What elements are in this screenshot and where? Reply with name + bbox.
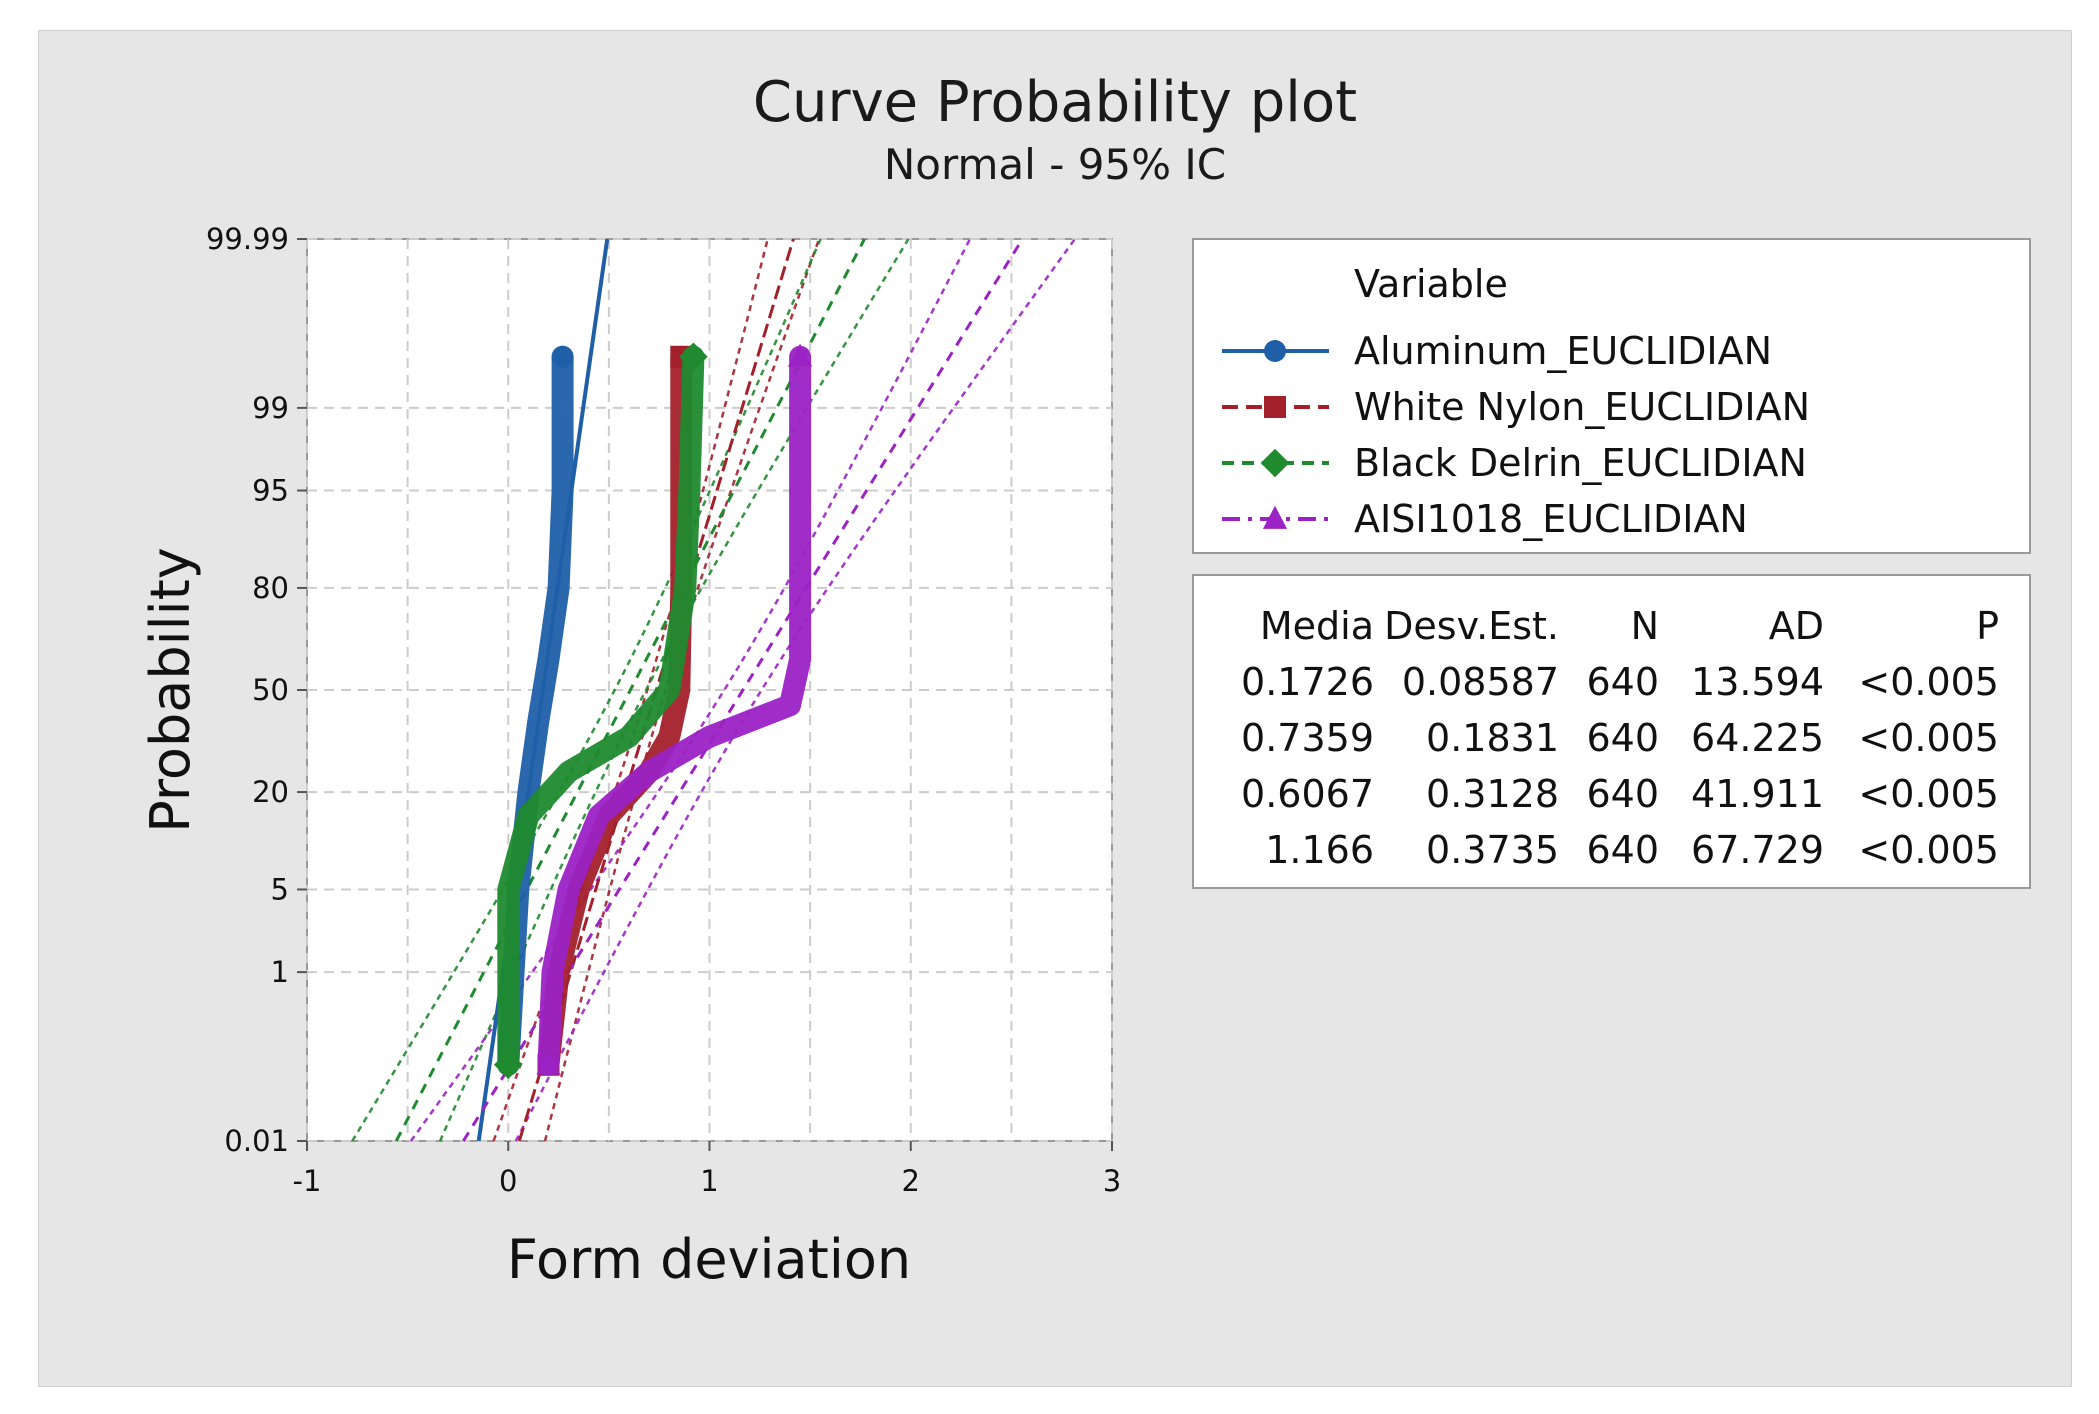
legend-marker-3 xyxy=(1262,505,1288,529)
table-header-3: AD xyxy=(1769,604,1824,648)
y-tick-label: 5 xyxy=(271,872,289,906)
point-marker-3 xyxy=(787,343,813,367)
ci-band-3 xyxy=(409,238,972,1142)
points-layer xyxy=(493,342,813,1080)
chart-svg: Curve Probability plot Normal - 95% IC -… xyxy=(139,70,2031,1291)
legend-label-3: AISI1018_EUCLIDIAN xyxy=(1354,497,1748,541)
x-tick-label: 1 xyxy=(700,1164,718,1198)
ci-band-2 xyxy=(351,238,822,1142)
legend-label-1: White Nylon_EUCLIDIAN xyxy=(1354,385,1810,429)
table-cell: 64.225 xyxy=(1691,716,1824,760)
x-tick-label: -1 xyxy=(293,1164,322,1198)
point-marker-3 xyxy=(536,1051,561,1075)
y-tick-label: 80 xyxy=(252,571,289,605)
table-cell: <0.005 xyxy=(1858,660,1999,704)
table-cell: 640 xyxy=(1586,828,1659,872)
table-cell: 640 xyxy=(1586,716,1659,760)
ci-band-3 xyxy=(514,238,1076,1142)
y-tick-label: 99.99 xyxy=(206,222,289,256)
x-tick-label: 3 xyxy=(1103,1164,1121,1198)
table-cell: 0.1726 xyxy=(1241,660,1374,704)
stats-table-box xyxy=(1192,574,2031,889)
x-axis-title: Form deviation xyxy=(507,1228,911,1291)
table-cell: 0.08587 xyxy=(1402,660,1559,704)
table-cell: 0.7359 xyxy=(1241,716,1374,760)
legend-marker-1 xyxy=(1264,396,1286,418)
table-cell: 41.911 xyxy=(1691,772,1824,816)
stats-table: Media Desv.Est. N AD P 0.1726 0.08587 640 13.594… xyxy=(1241,604,1999,872)
y-tick-label: 99 xyxy=(252,391,289,425)
chart-frame: Curve Probability plot Normal - 95% IC -… xyxy=(38,30,2072,1387)
table-cell: 13.594 xyxy=(1691,660,1824,704)
table-header-1: Desv.Est. xyxy=(1384,604,1559,648)
y-tick-label: 20 xyxy=(252,775,289,809)
table-cell: <0.005 xyxy=(1858,772,1999,816)
fit-line-2 xyxy=(394,238,866,1142)
table-header-4: P xyxy=(1976,604,1999,648)
table-header-0: Media xyxy=(1260,604,1374,648)
table-cell: 67.729 xyxy=(1691,828,1824,872)
table-cell: <0.005 xyxy=(1858,828,1999,872)
y-axis-title: Probability xyxy=(139,547,202,832)
table-cell: 640 xyxy=(1586,772,1659,816)
point-marker-2 xyxy=(679,342,708,372)
chart-title: Curve Probability plot xyxy=(753,70,1357,135)
x-tick-label: 2 xyxy=(902,1164,920,1198)
legend-entries: Aluminum_EUCLIDIAN White Nylon_EUCLIDIAN B… xyxy=(1222,329,1810,541)
y-tick-label: 50 xyxy=(252,673,289,707)
table-cell: 0.1831 xyxy=(1426,716,1559,760)
table-cell: 0.3128 xyxy=(1426,772,1559,816)
point-marker-0 xyxy=(551,345,574,368)
table-cell: 640 xyxy=(1586,660,1659,704)
y-tick-label: 1 xyxy=(271,955,289,989)
y-tick-label: 95 xyxy=(252,474,289,508)
legend-box xyxy=(1192,238,2031,554)
table-cell: 1.166 xyxy=(1265,828,1374,872)
x-tick-label: 0 xyxy=(499,1164,517,1198)
legend-marker-0 xyxy=(1264,340,1286,362)
point-trace-3 xyxy=(537,345,812,1076)
table-cell: <0.005 xyxy=(1858,716,1999,760)
point-trace-2 xyxy=(497,345,705,1076)
tick-layer: -1 0 1 2 3 0.01 1 5 20 50 80 95 99 99.99 xyxy=(206,222,1121,1198)
table-header-2: N xyxy=(1631,604,1659,648)
table-cell: 0.3735 xyxy=(1426,828,1559,872)
ci-band-2 xyxy=(438,238,910,1142)
legend-label-2: Black Delrin_EUCLIDIAN xyxy=(1354,441,1807,485)
chart-subtitle: Normal - 95% IC xyxy=(884,140,1226,189)
legend-marker-2 xyxy=(1260,448,1290,478)
table-cell: 0.6067 xyxy=(1241,772,1374,816)
y-tick-label: 0.01 xyxy=(224,1124,289,1158)
legend-title: Variable xyxy=(1354,262,1508,306)
legend-label-0: Aluminum_EUCLIDIAN xyxy=(1354,329,1772,373)
fit-line-3 xyxy=(462,238,1024,1142)
